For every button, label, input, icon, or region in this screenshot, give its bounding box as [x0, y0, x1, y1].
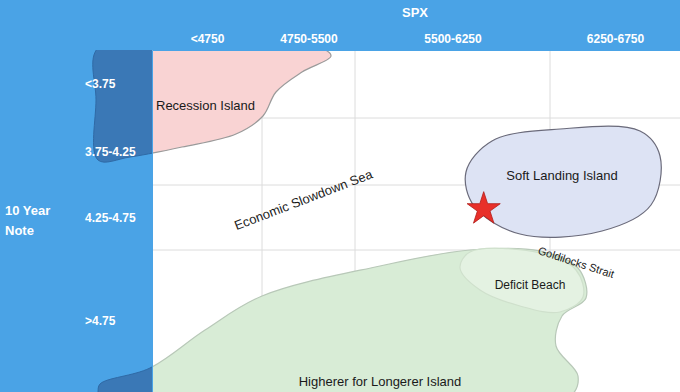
x-tick: 6250-6750 — [587, 32, 645, 50]
region-label: Recession Island — [156, 98, 255, 113]
x-tick: 4750-5500 — [280, 32, 338, 50]
island-shape — [465, 126, 661, 237]
x-axis-title: SPX — [402, 5, 428, 20]
y-tick: 3.75-4.25 — [85, 145, 152, 159]
x-tick-label: 4750-5500 — [280, 32, 338, 46]
y-axis-title: 10 YearNote — [5, 203, 50, 238]
annotations: Recession Island Economic Slowdown Sea Sof… — [156, 98, 618, 389]
islands — [93, 41, 661, 392]
region-label: Soft Landing Island — [506, 168, 617, 183]
y-tick: >4.75 — [85, 314, 152, 328]
y-tick-label: 4.25-4.75 — [85, 211, 136, 225]
x-axis-line — [153, 50, 680, 51]
points — [467, 192, 500, 223]
y-tick-label: >4.75 — [85, 314, 116, 328]
island-shape — [152, 248, 587, 392]
x-tick: <4750 — [191, 32, 225, 50]
y-tick: <3.75 — [85, 77, 152, 91]
region-label: Goldilocks Strait — [537, 244, 616, 280]
point — [467, 192, 500, 223]
region-label: Economic Slowdown Sea — [232, 166, 375, 233]
y-tick: 4.25-4.75 — [85, 211, 152, 225]
y-tick-label: 3.75-4.25 — [85, 145, 136, 159]
y-axis: <3.75 3.75-4.25 4.25-4.75 >4.75 — [85, 51, 153, 392]
y-axis-line — [152, 51, 153, 392]
y-tick-label: <3.75 — [85, 77, 116, 91]
island-shape — [152, 50, 331, 162]
x-tick: 5500-6250 — [424, 32, 482, 50]
x-tick-label: 6250-6750 — [587, 32, 645, 46]
grid-line — [152, 250, 680, 251]
x-tick-label: 5500-6250 — [424, 32, 482, 46]
x-axis: <4750 4750-5500 5500-6250 6250-6750 — [153, 32, 680, 51]
x-tick-label: <4750 — [191, 32, 225, 46]
region-label: Higherer for Longerer Island — [299, 374, 462, 389]
region-label: Deficit Beach — [495, 278, 566, 292]
